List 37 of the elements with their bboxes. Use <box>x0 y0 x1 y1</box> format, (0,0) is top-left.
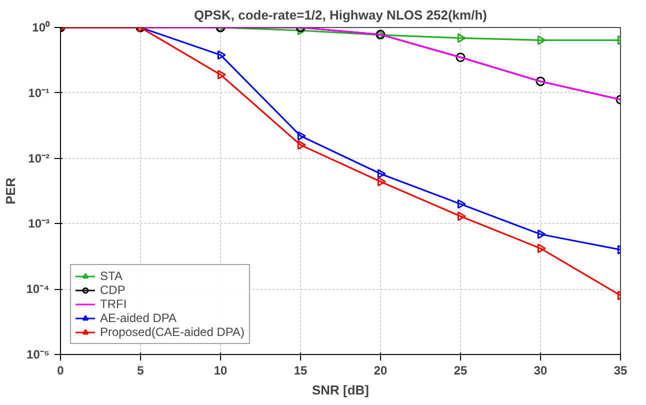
chart-title: QPSK, code-rate=1/2, Highway NLOS 252(km/h) <box>194 8 487 22</box>
point <box>217 50 226 60</box>
x-tick-label: 10 <box>214 364 228 378</box>
y-tick-label: 10⁰ <box>32 20 50 34</box>
point <box>457 33 466 43</box>
x-tick-label: 0 <box>57 364 64 378</box>
point <box>537 229 546 239</box>
y-tick-label: 10⁻⁵ <box>26 348 50 362</box>
y-axis-title: PER <box>3 177 18 204</box>
x-tick-label: 35 <box>614 364 628 378</box>
point <box>457 199 466 209</box>
x-tick-label: 30 <box>534 364 548 378</box>
y-tick-label: 10⁻³ <box>28 216 50 231</box>
legend-label: AE-aided DPA <box>100 311 176 325</box>
y-tick-label: 10⁻⁴ <box>26 282 50 296</box>
y-tick-label: 10⁻¹ <box>28 86 50 100</box>
point <box>297 131 306 141</box>
point <box>297 28 306 36</box>
point <box>536 76 546 86</box>
point <box>537 35 546 45</box>
point <box>456 52 466 62</box>
x-tick-label: 5 <box>137 364 144 378</box>
point <box>377 169 386 179</box>
point <box>537 244 546 254</box>
y-tick-label: 10⁻² <box>28 151 50 166</box>
legend-label: CDP <box>100 283 126 297</box>
legend-label: Proposed(CAE-aided DPA) <box>100 325 245 339</box>
x-tick-label: 25 <box>454 364 468 378</box>
x-axis-title: SNR [dB] <box>312 382 370 398</box>
legend-label: TRFI <box>100 297 127 311</box>
point <box>217 70 226 80</box>
x-tick-label: 15 <box>294 364 308 378</box>
point <box>297 140 306 150</box>
legend-label: STA <box>100 269 122 283</box>
x-tick-label: 20 <box>374 364 388 378</box>
point <box>377 176 386 186</box>
point <box>457 212 466 221</box>
